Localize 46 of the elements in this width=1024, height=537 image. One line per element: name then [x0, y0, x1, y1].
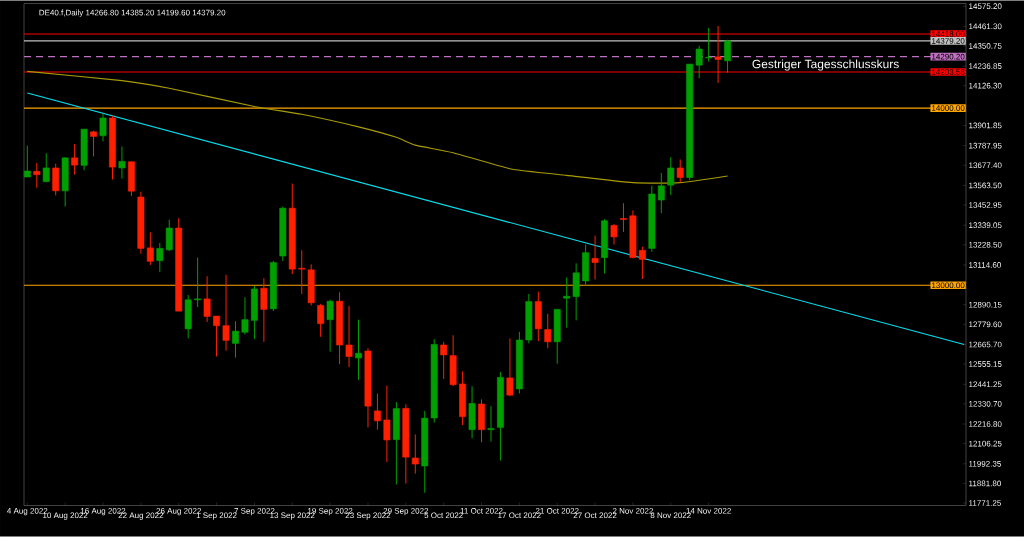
ref-line-label: 13000.00	[932, 282, 965, 289]
y-tick-label: 14126.30	[969, 83, 1002, 89]
y-tick-label: 13339.05	[969, 222, 1002, 229]
ref-line-label: 14379.20	[932, 38, 965, 44]
y-tick-label: 12890.15	[969, 302, 1002, 308]
x-tick-label: 13 Sep 2022	[270, 512, 315, 520]
y-tick-label: 12665.70	[969, 341, 1002, 348]
y-tick-label: 14575.20	[969, 3, 1002, 10]
y-tick-label: 11771.25	[969, 500, 1001, 507]
y-tick-label: 12330.70	[969, 401, 1002, 407]
ref-line-label: 14418.00	[932, 31, 965, 38]
y-tick-label: 14461.30	[969, 23, 1002, 30]
y-tick-label: 13563.50	[969, 182, 1002, 189]
ref-line-label: 14290.20	[932, 54, 965, 60]
x-tick-label: 2 Nov 2022	[612, 508, 653, 514]
y-tick-label: 13114.60	[969, 262, 1001, 269]
line-series	[26, 71, 729, 184]
y-tick-label: 12216.80	[969, 421, 1002, 428]
x-tick-label: 17 Oct 2022	[498, 512, 541, 519]
ref-line-label: 14203.58	[932, 69, 965, 76]
x-tick-label: 27 Oct 2022	[573, 512, 617, 519]
x-tick-label: 22 Aug 2022	[118, 512, 164, 520]
y-tick-label: 12106.25	[969, 441, 1002, 447]
x-tick-label: 23 Sep 2022	[345, 512, 391, 520]
y-tick-label: 13452.95	[969, 202, 1002, 209]
text: DE40.f,Daily 14266.80 14385.20 14199.60 14379.20	[39, 9, 226, 18]
y-tick-label: 14350.75	[969, 43, 1002, 49]
y-tick-label: 12441.25	[969, 381, 1002, 388]
x-tick-label: 10 Aug 2022	[43, 512, 88, 520]
y-tick-label: 13228.50	[969, 242, 1002, 248]
annotation: Gestriger Tagesschlusskurs	[752, 59, 899, 71]
y-tick-label: 13787.95	[969, 143, 1002, 149]
y-tick-label: 14236.85	[969, 63, 1002, 70]
x-tick-label: 21 Oct 2022	[535, 508, 579, 514]
x-tick-label: 1 Sep 2022	[196, 512, 237, 520]
x-tick-label: 5 Oct 2022	[424, 512, 463, 519]
x-tick-label: 14 Nov 2022	[686, 508, 731, 514]
x-tick-label: 8 Nov 2022	[650, 512, 691, 519]
y-tick-label: 11992.35	[969, 461, 1001, 467]
y-tick-label: 11881.80	[969, 480, 1001, 487]
y-tick-label: 13677.40	[969, 162, 1002, 169]
ref-line-label: 14000.00	[932, 105, 965, 112]
y-tick-label: 12555.15	[969, 361, 1002, 368]
x-tick-label: 11 Oct 2022	[460, 508, 503, 514]
y-tick-label: 12779.60	[969, 321, 1002, 328]
y-tick-label: 13901.85	[969, 122, 1002, 129]
